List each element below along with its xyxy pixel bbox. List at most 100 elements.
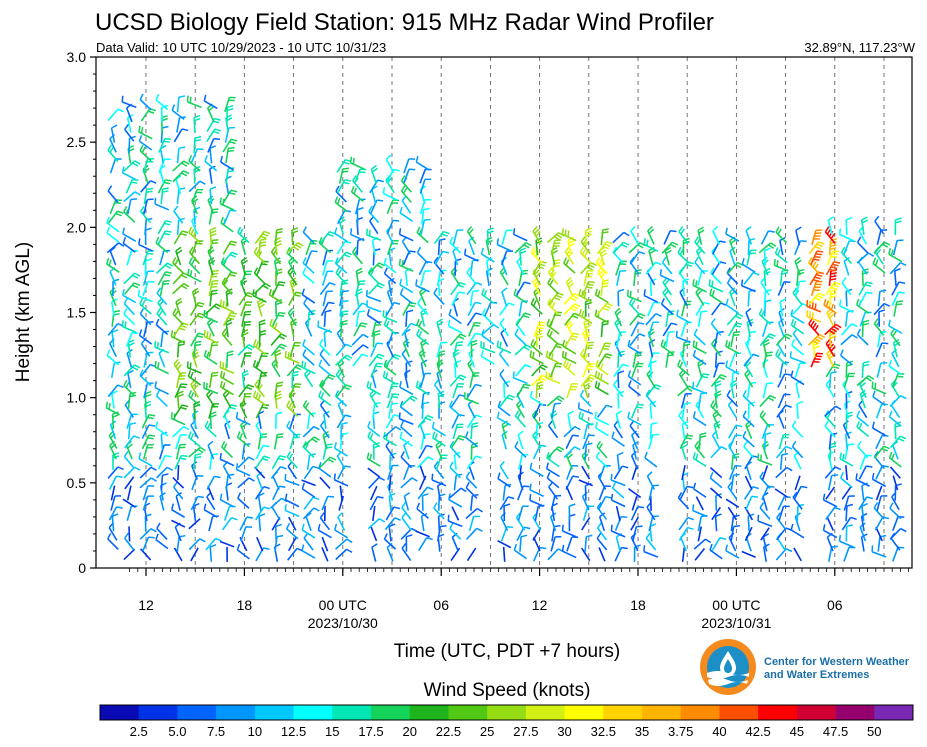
wind-barb: [810, 280, 823, 297]
wind-barb: [516, 383, 531, 398]
wind-barb: [466, 281, 483, 296]
wind-barb: [385, 168, 400, 184]
wind-barb: [356, 207, 364, 225]
wind-barb: [337, 465, 351, 480]
wind-barb: [826, 348, 835, 368]
wind-barb: [238, 384, 255, 398]
wind-barb: [335, 185, 348, 203]
wind-barb: [532, 225, 542, 245]
colorbar: 2.5 5.0 7.5 10 12.5 15 17.5 20 22.5 25 27.5 30 32.5 3…: [99, 704, 914, 739]
wind-barb: [845, 390, 853, 409]
wind-barb: [340, 421, 348, 440]
wind-barb: [301, 479, 316, 487]
wind-barb: [271, 455, 286, 470]
wind-barb: [160, 473, 169, 491]
wind-barb: [350, 185, 364, 202]
wind-barb: [122, 288, 137, 304]
wind-barb: [302, 349, 315, 366]
wind-barb: [627, 370, 642, 386]
wind-barb: [237, 477, 255, 489]
wind-barb: [856, 375, 875, 387]
y-tick-label: 2.5: [67, 134, 87, 150]
wind-barb: [779, 298, 787, 317]
wind-barb: [779, 452, 789, 470]
colorbar-label: 40: [712, 724, 726, 739]
wind-barb: [627, 339, 642, 355]
wind-barb: [387, 402, 398, 419]
wind-barb: [775, 466, 793, 479]
wind-barb: [123, 548, 136, 561]
wind-barb: [758, 308, 772, 325]
wind-barb: [452, 423, 464, 440]
x-tick-label: 12: [532, 597, 548, 613]
wind-barb: [139, 369, 152, 387]
wind-barb: [726, 267, 739, 285]
wind-barb: [892, 239, 904, 256]
wind-barb: [417, 297, 429, 316]
wind-barb: [584, 534, 593, 552]
wind-barb: [875, 526, 883, 542]
wind-barb: [401, 322, 417, 337]
wind-barb: [335, 538, 353, 550]
wind-barb: [873, 241, 891, 254]
wind-barb: [192, 502, 200, 522]
wind-barb: [551, 524, 561, 542]
wind-barb: [302, 226, 315, 244]
wind-barb: [142, 536, 155, 552]
wind-barb: [808, 333, 826, 346]
wind-barb: [531, 364, 548, 377]
wind-barb: [480, 350, 495, 365]
wind-barb: [370, 485, 378, 501]
wind-barb: [845, 503, 854, 522]
wind-barb: [447, 514, 463, 528]
wind-barb: [825, 506, 841, 521]
colorbar-label: 25: [480, 724, 494, 739]
wind-barb: [367, 421, 381, 437]
wind-barb: [709, 487, 723, 499]
wind-barb: [762, 382, 773, 399]
wind-barb: [107, 144, 119, 162]
y-axis: 0 0.5 1.0 1.5 2.0 2.5 3.0: [67, 49, 96, 576]
wind-barb: [629, 256, 640, 275]
wind-barb: [449, 374, 467, 387]
wind-barb: [284, 473, 300, 487]
wind-barb: [171, 503, 186, 519]
wind-barb: [236, 543, 250, 560]
wind-barb: [871, 472, 887, 488]
wind-barb: [824, 466, 842, 479]
wind-barb: [140, 180, 157, 193]
wind-barb: [367, 431, 381, 448]
wind-barb: [452, 229, 464, 246]
wind-barb: [176, 390, 184, 409]
wind-barb: [121, 166, 137, 181]
wind-barb: [861, 360, 870, 378]
wind-barb: [208, 515, 219, 532]
wind-barb: [501, 229, 513, 245]
wind-barb: [154, 197, 170, 211]
wind-barb: [399, 278, 414, 294]
wind-barb: [139, 144, 152, 162]
wind-barb: [877, 289, 887, 307]
wind-barb: [370, 362, 383, 378]
wind-barb: [434, 250, 450, 265]
wind-barb: [223, 209, 237, 225]
wind-barb: [208, 371, 219, 389]
colorbar-title: Wind Speed (knots): [424, 680, 591, 701]
wind-barb: [447, 319, 463, 334]
wind-barb: [827, 474, 838, 491]
wind-barb: [237, 344, 255, 356]
y-tick-label: 2.0: [67, 219, 87, 235]
wind-barb: [401, 195, 412, 214]
wind-barb: [240, 301, 253, 317]
wind-barb: [241, 369, 249, 389]
wind-barb: [322, 249, 334, 266]
wind-barb: [791, 440, 804, 459]
wind-barb: [579, 246, 592, 264]
wind-barb: [692, 482, 707, 498]
wind-barb: [419, 372, 432, 389]
colorbar-swatch: [603, 705, 643, 720]
wind-barb: [888, 451, 902, 468]
wind-barb: [383, 318, 397, 335]
wind-barb: [420, 270, 431, 286]
wind-barb: [453, 341, 464, 358]
